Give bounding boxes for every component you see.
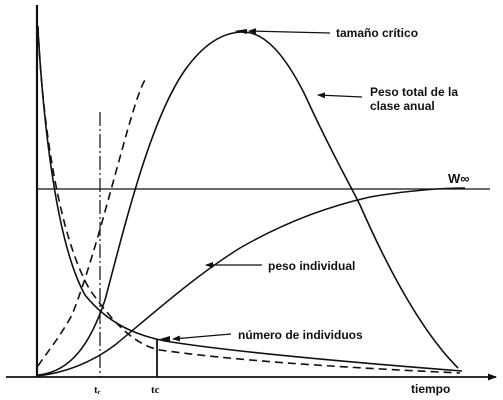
tc-tick-label: tc [151, 384, 160, 396]
number-of-individuals-curve [37, 29, 463, 372]
dashed-rising-curve [37, 79, 146, 367]
peak-marker [234, 29, 247, 34]
number-of-individuals-label: número de individuos [238, 328, 363, 342]
time-axis-label: tiempo [411, 382, 450, 396]
critical-size-arrow [248, 28, 331, 35]
tr-tick-label: tᵣ [94, 384, 101, 396]
w-infinity-label: W∞ [448, 171, 470, 186]
total-weight-label-line2: clase anual [370, 99, 435, 113]
number-of-individuals-arrow [172, 333, 232, 342]
dashed-decline-curve [37, 25, 461, 374]
total-weight-arrow [317, 92, 363, 99]
individuals-point-marker [160, 336, 170, 342]
individual-weight-label: peso individual [268, 259, 355, 273]
critical-size-label: tamaño crítico [336, 26, 418, 40]
total-weight-label-line1: Peso total de la [370, 85, 458, 99]
total-weight-curve [37, 31, 459, 376]
individual-weight-curve [37, 187, 466, 377]
